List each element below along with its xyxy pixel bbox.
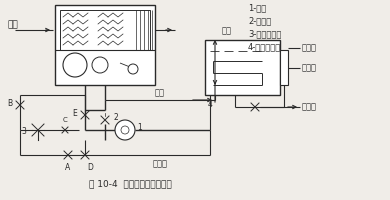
Text: C: C [63,117,67,123]
Circle shape [63,53,87,77]
Text: E: E [72,108,77,117]
Circle shape [121,126,129,134]
Text: 3-三通混合阀: 3-三通混合阀 [248,29,281,38]
Text: 空气: 空气 [8,20,19,29]
Text: 1: 1 [137,123,142,132]
Text: 1-水泵: 1-水泵 [248,3,266,12]
Bar [60,10,150,50]
Text: D: D [87,163,93,172]
Bar [280,50,288,85]
Text: 4: 4 [208,100,213,109]
Text: 2-逆止阀: 2-逆止阀 [248,16,271,25]
Text: 冷冻水: 冷冻水 [152,159,167,168]
Text: 下水道: 下水道 [302,102,317,112]
Text: A: A [66,163,71,172]
Text: 制冷剂: 制冷剂 [302,64,317,72]
Text: 回水: 回水 [155,88,165,97]
Circle shape [92,57,108,73]
Text: 4-主机换热器: 4-主机换热器 [248,42,281,51]
Text: 3: 3 [21,128,26,136]
Bar [55,5,155,85]
Text: 图 10-4  自流回水系统示意图: 图 10-4 自流回水系统示意图 [89,179,171,188]
Text: 2: 2 [113,112,118,121]
Bar [205,40,280,95]
Text: B: B [7,98,12,108]
Circle shape [128,64,138,74]
Text: 自来水: 自来水 [302,44,317,52]
Text: 水线: 水线 [222,26,232,35]
Circle shape [115,120,135,140]
